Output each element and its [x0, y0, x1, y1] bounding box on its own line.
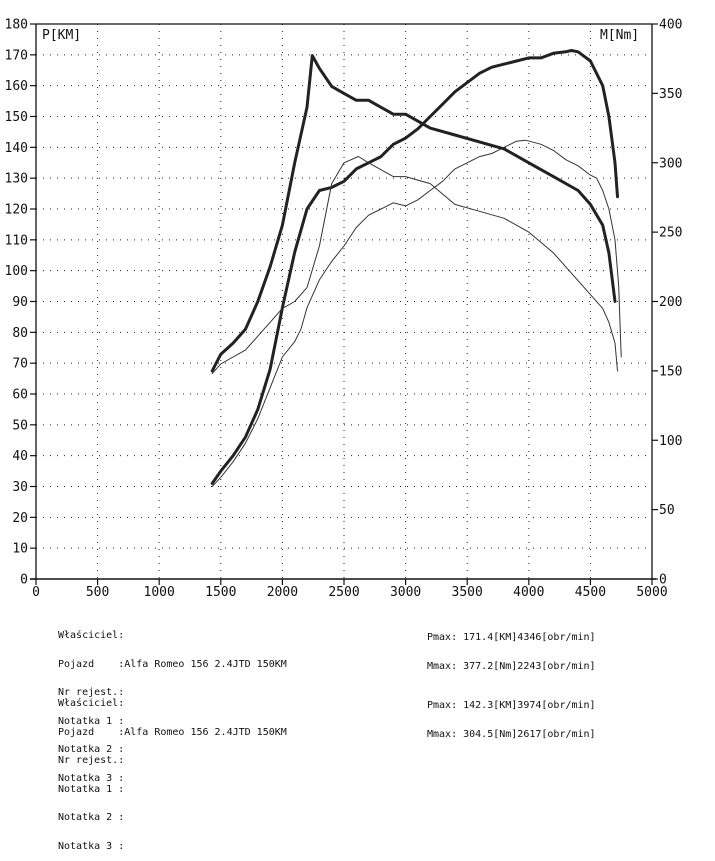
y-left-tick-label: 120 — [5, 203, 28, 218]
y-left-tick-label: 90 — [12, 295, 28, 310]
x-tick-label: 4000 — [513, 585, 544, 600]
max-block-2: Pmax: 142.3[KM]3974[obr/min] Mmax: 304.5… — [427, 682, 596, 749]
y-right-tick-label: 350 — [659, 87, 682, 102]
y-right-tick-label: 0 — [659, 573, 667, 588]
y-left-tick-label: 0 — [20, 573, 28, 588]
y-left-tick-label: 140 — [5, 141, 28, 156]
torque-curve-run2 — [211, 156, 618, 375]
y-left-tick-label: 130 — [5, 172, 28, 187]
x-tick-label: 3000 — [390, 585, 421, 600]
x-tick-label: 4500 — [575, 585, 606, 600]
y-left-tick-label: 160 — [5, 79, 28, 94]
y-right-tick-label: 100 — [659, 434, 682, 449]
y-right-tick-label: 300 — [659, 156, 682, 171]
info-line: Pojazd :Alfa Romeo 156 2.4JTD 150KM — [58, 726, 287, 738]
info-line: Nr rejest.: — [58, 755, 125, 766]
grid — [36, 24, 652, 579]
info-line: Notatka 2 : — [58, 812, 125, 823]
x-tick-label: 1500 — [205, 585, 236, 600]
power-curve-run1 — [210, 49, 619, 485]
y-left-tick-label: 20 — [12, 511, 28, 526]
y-right-tick-label: 150 — [659, 364, 682, 379]
info-line: Właściciel: — [58, 698, 125, 709]
info-line: Właściciel: — [58, 630, 125, 641]
y-left-tick-label: 70 — [12, 357, 28, 372]
y-axis-left-label: P[KM] — [42, 28, 81, 43]
y-right-tick-label: 200 — [659, 295, 682, 310]
y-right-tick-label: 250 — [659, 226, 682, 241]
info-line: Notatka 3 : — [58, 840, 125, 852]
info-line: Notatka 1 : — [58, 783, 125, 795]
pmax-text: Pmax: 142.3[KM]3974[obr/min] — [427, 700, 596, 711]
x-tick-label: 2500 — [328, 585, 359, 600]
dyno-chart: 0 10 20 30 40 50 60 70 80 90 100 110 120 130 140 150 160… — [5, 18, 683, 601]
y-left-tick-label: 110 — [5, 233, 28, 248]
y-left-tick-label: 150 — [5, 110, 28, 125]
y-right-tick-label: 400 — [659, 18, 682, 33]
x-tick-label: 2000 — [267, 585, 298, 600]
info-line: Notatka 1 : — [58, 715, 125, 727]
x-tick-label: 3500 — [452, 585, 483, 600]
y-left-tick-label: 50 — [12, 418, 28, 433]
y-left-tick-label: 100 — [5, 264, 28, 279]
series-lines — [210, 49, 622, 487]
pmax-text: Pmax: 171.4[KM]4346[obr/min] — [427, 632, 596, 643]
y-right-tick-label: 50 — [659, 503, 675, 518]
y-axis-right-label: M[Nm] — [600, 28, 639, 43]
max-block-1: Pmax: 171.4[KM]4346[obr/min] Mmax: 377.2… — [427, 614, 596, 681]
y-left-tick-label: 10 — [12, 542, 28, 557]
x-tick-label: 1000 — [144, 585, 175, 600]
axes — [30, 23, 658, 585]
info-block-2: Właściciel: Pojazd :Alfa Romeo 156 2.4JT… — [58, 680, 287, 861]
info-line: Notatka 2 : — [58, 744, 125, 755]
mmax-text: Mmax: 304.5[Nm]2617[obr/min] — [427, 728, 596, 740]
y-left-tick-label: 180 — [5, 18, 28, 33]
info-line: Nr rejest.: — [58, 687, 125, 698]
torque-curve-run1 — [210, 54, 617, 373]
y-left-tick-label: 60 — [12, 388, 28, 403]
y-left-tick-label: 80 — [12, 326, 28, 341]
info-line: Pojazd :Alfa Romeo 156 2.4JTD 150KM — [58, 658, 287, 670]
tick-labels: 0 10 20 30 40 50 60 70 80 90 100 110 120 130 140 150 160… — [5, 18, 683, 601]
y-left-tick-label: 40 — [12, 449, 28, 464]
y-left-tick-label: 170 — [5, 48, 28, 63]
mmax-text: Mmax: 377.2[Nm]2243[obr/min] — [427, 660, 596, 672]
y-left-tick-label: 30 — [12, 480, 28, 495]
x-tick-label: 500 — [86, 585, 109, 600]
x-tick-label: 0 — [32, 585, 40, 600]
x-tick-label: 5000 — [636, 585, 667, 600]
power-curve-run2 — [211, 139, 622, 487]
